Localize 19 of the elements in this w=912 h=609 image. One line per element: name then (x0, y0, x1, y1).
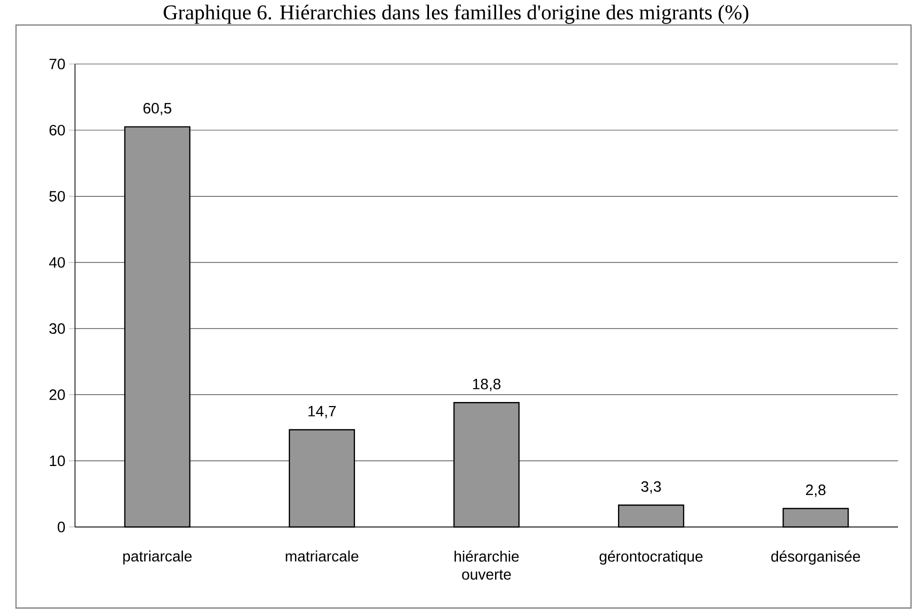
data-label: 2,8 (806, 484, 826, 497)
y-tick-label: 20 (50, 389, 65, 400)
y-tick-label: 40 (49, 257, 65, 268)
x-tick-label: gérontocratique (600, 550, 703, 565)
data-label: 60,5 (143, 102, 172, 116)
data-label: 3,3 (641, 481, 661, 494)
y-tick-label: 70 (50, 58, 65, 70)
y-tick-label: 50 (49, 190, 65, 202)
x-tick-label: matriarcale (286, 550, 358, 562)
y-tick-label: 30 (49, 323, 65, 334)
y-tick-label: 0 (58, 522, 65, 532)
y-tick-label: 60 (50, 124, 65, 136)
chart-title: Graphique 6. Hiérarchies dans les familles d'origine des migrants (%) (164, 4, 748, 24)
x-tick-label: hiérarchie ouverte (454, 550, 519, 580)
y-tick-label: 10 (50, 456, 65, 466)
data-label: 18,8 (473, 378, 500, 392)
x-tick-label: patriarcale (123, 550, 192, 564)
data-label: 14,7 (308, 406, 336, 418)
x-tick-label: désorganisée (771, 550, 860, 565)
